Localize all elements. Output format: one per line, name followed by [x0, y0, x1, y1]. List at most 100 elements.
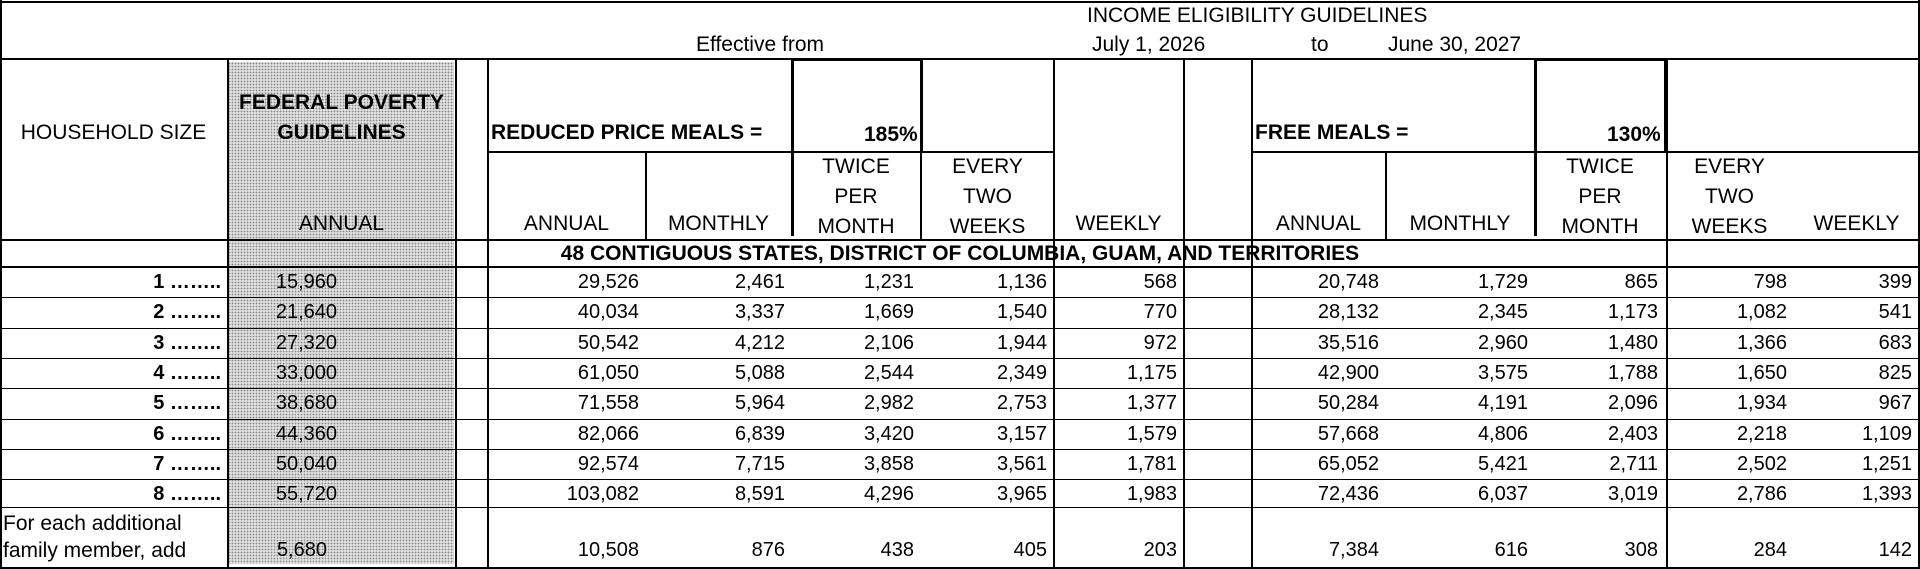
fpg-annual-cell: 50,040 [275, 453, 337, 475]
table-cell: 683 [1878, 332, 1912, 354]
col-sep [1664, 58, 1667, 151]
table-cell: 28,132 [1317, 301, 1379, 323]
table-cell: 10,508 [577, 539, 639, 561]
table-cell: 42,900 [1317, 362, 1379, 384]
col-sep [791, 58, 794, 236]
fpg-annual-cell: 55,720 [275, 483, 337, 505]
table-cell: 2,096 [1607, 392, 1658, 414]
two-line: TWO [1705, 185, 1754, 208]
table-cell: 2,403 [1607, 423, 1658, 445]
frame-bottom [0, 567, 1920, 569]
table-cell: 3,858 [863, 453, 914, 475]
household-size-cell: 2 …….. [153, 301, 221, 323]
row-rule [0, 507, 1920, 508]
fpg-annual-cell: 27,320 [275, 332, 337, 354]
twice-line: TWICE [1566, 155, 1634, 178]
per-line: PER [834, 185, 878, 208]
reduced-every-two-weeks-header: EVERY TWO WEEKS [922, 152, 1053, 242]
fpg-annual-cell: 33,000 [275, 362, 337, 384]
table-cell: 20,748 [1317, 271, 1379, 293]
table-cell: 770 [1143, 301, 1177, 323]
household-size-header: HOUSEHOLD SIZE [20, 121, 207, 144]
end-date: June 30, 2027 [1388, 33, 1522, 56]
fpg-additional-cell: 5,680 [276, 539, 327, 561]
free-weekly-header: WEEKLY [1813, 212, 1900, 235]
household-size-cell: 3 …….. [153, 332, 221, 354]
table-cell: 284 [1753, 539, 1787, 561]
header-mid-rule [487, 151, 1053, 153]
col-sep [487, 58, 489, 568]
frame-left [0, 0, 2, 569]
row-rule [0, 297, 1920, 298]
additional-line2: family member, add [3, 539, 187, 562]
row-rule [0, 449, 1920, 450]
table-cell: 1,650 [1736, 362, 1787, 384]
table-cell: 1,231 [863, 271, 914, 293]
table-cell: 3,965 [996, 483, 1047, 505]
row-rule [0, 328, 1920, 329]
table-cell: 203 [1143, 539, 1177, 561]
frame-right [1918, 0, 1920, 569]
table-cell: 1,109 [1861, 423, 1912, 445]
table-cell: 8,591 [734, 483, 785, 505]
weeks-line: WEEKS [949, 215, 1026, 238]
table-cell: 1,934 [1736, 392, 1787, 414]
month-line: MONTH [817, 215, 895, 238]
col-sep [1183, 58, 1185, 568]
fpg-annual-cell: 15,960 [275, 271, 337, 293]
section-title: 48 CONTIGUOUS STATES, DISTRICT OF COLUMB… [560, 242, 1360, 265]
table-cell: 57,668 [1317, 423, 1379, 445]
free-every-two-weeks-header: EVERY TWO WEEKS [1666, 152, 1793, 242]
reduced-price-label: REDUCED PRICE MEALS = [491, 121, 763, 144]
table-cell: 4,806 [1477, 423, 1528, 445]
col-sep [1534, 58, 1537, 236]
table-cell: 29,526 [577, 271, 639, 293]
table-cell: 5,088 [734, 362, 785, 384]
title: INCOME ELIGIBILITY GUIDELINES [1087, 4, 1428, 27]
reduced-twice-header: TWICE PER MONTH [792, 152, 920, 242]
table-cell: 2,218 [1736, 423, 1787, 445]
two-line: TWO [963, 185, 1012, 208]
every-line: EVERY [952, 155, 1023, 178]
table-cell: 7,715 [734, 453, 785, 475]
table-cell: 1,393 [1861, 483, 1912, 505]
table-cell: 541 [1878, 301, 1912, 323]
additional-line1: For each additional [3, 512, 182, 535]
col-sep [920, 58, 923, 151]
table-cell: 1,781 [1126, 453, 1177, 475]
table-cell: 82,066 [577, 423, 639, 445]
table-cell: 1,669 [863, 301, 914, 323]
table-cell: 1,366 [1736, 332, 1787, 354]
fpg-annual-cell: 38,680 [275, 392, 337, 414]
col-sep [645, 151, 647, 240]
reduced-weekly-header: WEEKLY [1075, 212, 1162, 235]
col-sep [455, 58, 457, 568]
table-cell: 4,212 [734, 332, 785, 354]
table-cell: 865 [1624, 271, 1658, 293]
table-cell: 1,082 [1736, 301, 1787, 323]
table-cell: 2,982 [863, 392, 914, 414]
table-cell: 3,420 [863, 423, 914, 445]
table-cell: 3,561 [996, 453, 1047, 475]
table-cell: 1,377 [1126, 392, 1177, 414]
free-percentage: 130% [1607, 123, 1661, 146]
pct-box-top [791, 58, 923, 61]
table-cell: 568 [1143, 271, 1177, 293]
table-cell: 142 [1878, 539, 1912, 561]
table-cell: 2,544 [863, 362, 914, 384]
table-cell: 50,542 [577, 332, 639, 354]
free-meals-label: FREE MEALS = [1255, 121, 1409, 144]
table-cell: 2,786 [1736, 483, 1787, 505]
table-cell: 72,436 [1317, 483, 1379, 505]
table-cell: 3,575 [1477, 362, 1528, 384]
table-cell: 65,052 [1317, 453, 1379, 475]
table-cell: 1,251 [1861, 453, 1912, 475]
row-rule [0, 419, 1920, 420]
fpg-annual-header: ANNUAL [298, 212, 385, 235]
table-cell: 71,558 [577, 392, 639, 414]
table-cell: 40,034 [577, 301, 639, 323]
household-size-cell: 6 …….. [153, 423, 221, 445]
row-rule [0, 479, 1920, 480]
fpg-annual-cell: 44,360 [275, 423, 337, 445]
table-cell: 50,284 [1317, 392, 1379, 414]
